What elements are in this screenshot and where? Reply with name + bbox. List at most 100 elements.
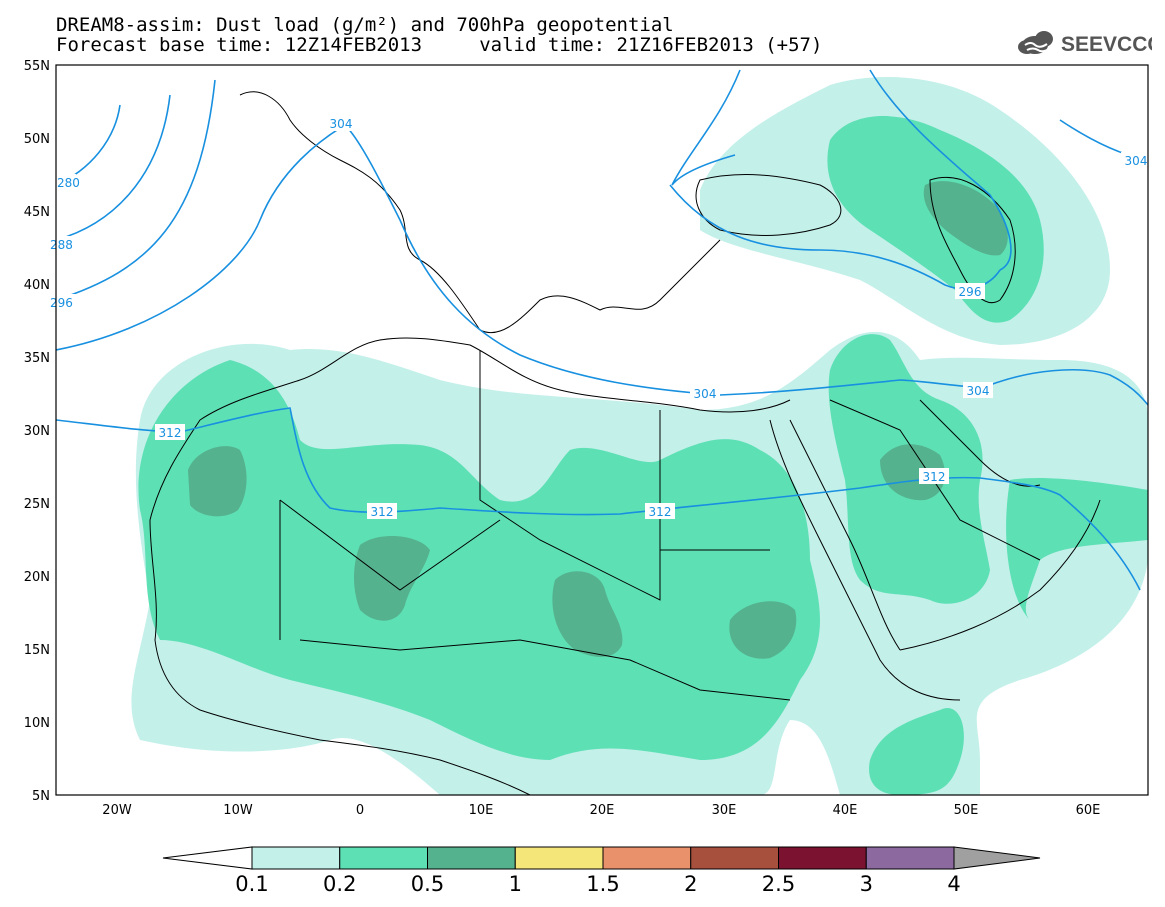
lat-label: 10N	[24, 716, 50, 731]
coastlines	[149, 91, 1101, 795]
dust-area-0-2-gulf	[1006, 478, 1148, 620]
lat-label: 40N	[24, 278, 50, 293]
colorbar: 0.1 0.2 0.5 1 1.5 2 2.5 3 4	[162, 846, 1041, 896]
coastline-red-sea	[769, 419, 961, 701]
lat-label: 45N	[24, 205, 50, 220]
lon-label: 10W	[223, 803, 253, 818]
contour-label: 312	[155, 424, 185, 440]
dust-area-0-5-mali	[354, 535, 430, 621]
svg-text:296: 296	[50, 296, 73, 310]
cloud-icon	[1018, 31, 1053, 54]
svg-text:312: 312	[159, 426, 182, 440]
dust-area-0-2-horn	[869, 708, 964, 795]
colorbar-label: 0.2	[323, 872, 356, 896]
colorbar-label: 4	[947, 872, 960, 896]
colorbar-bin	[514, 846, 604, 870]
lat-label: 30N	[24, 424, 50, 439]
coastline-black-sea	[695, 174, 842, 236]
coastline-africa-west	[149, 519, 531, 795]
lon-label: 10E	[469, 803, 494, 818]
contour-288	[56, 94, 171, 241]
lat-label: 20N	[24, 570, 50, 585]
colorbar-bin	[865, 846, 955, 870]
colorbar-under-triangle	[162, 846, 253, 870]
coastline-africa-north	[149, 337, 791, 521]
map-frame	[55, 64, 1149, 796]
dust-shading	[131, 77, 1148, 795]
dust-area-0-2-sahara	[138, 360, 820, 760]
contour-labels: 304 304 280 288 296 312 312 312 304 296 …	[50, 115, 1151, 519]
contour-label: 304	[690, 385, 720, 401]
svg-text:312: 312	[923, 470, 946, 484]
colorbar-bin	[690, 846, 779, 870]
colorbar-bin	[427, 846, 516, 870]
lon-label: 0	[356, 803, 364, 818]
colorbar-label: 0.1	[235, 872, 268, 896]
dust-area-0-5-sudan	[729, 601, 797, 659]
coastline-caspian	[929, 176, 1016, 304]
lon-label: 20W	[102, 803, 132, 818]
svg-text:288: 288	[50, 238, 73, 252]
contour-label: 280	[56, 174, 80, 190]
svg-text:296: 296	[959, 285, 982, 299]
dust-area-0-5-niger	[552, 571, 623, 657]
contour-label: 288	[50, 236, 80, 252]
svg-text:312: 312	[371, 505, 394, 519]
contour-304-east	[989, 369, 1148, 406]
colorbar-label: 1.5	[586, 872, 619, 896]
contour-label: 296	[50, 294, 76, 310]
border-algeria	[279, 499, 501, 640]
svg-text:304: 304	[1125, 154, 1148, 168]
map-title: DREAM8-assim: Dust load (g/m²) and 700hP…	[56, 14, 674, 36]
coastline-europe	[239, 91, 721, 334]
lat-label: 35N	[24, 351, 50, 366]
contour-label: 312	[367, 503, 397, 519]
contour-304-west	[56, 124, 991, 396]
colorbar-over-triangle	[953, 846, 1041, 870]
coastline-red-sea-east	[789, 419, 901, 651]
lat-label: 50N	[24, 132, 50, 147]
svg-text:280: 280	[57, 176, 80, 190]
colorbar-label: 3	[860, 872, 873, 896]
colorbar-bin	[339, 846, 428, 870]
dust-area-0-5-iraq	[880, 444, 945, 501]
colorbar-label: 1	[509, 872, 522, 896]
lat-label: 5N	[32, 789, 50, 804]
dust-layer-0-5	[188, 181, 1008, 659]
contour-label: 296	[955, 283, 985, 299]
lon-label: 60E	[1076, 803, 1101, 818]
contour-label: 304	[1121, 152, 1151, 168]
lon-axis: 20W 10W 0 10E 20E 30E 40E 50E 60E	[102, 803, 1100, 818]
lon-label: 50E	[954, 803, 979, 818]
lat-label: 25N	[24, 497, 50, 512]
coastline-gulf	[919, 399, 1041, 487]
contour-label: 312	[919, 468, 949, 484]
border-libya	[479, 350, 661, 601]
colorbar-bin	[251, 846, 341, 870]
colorbar-label: 2	[684, 872, 697, 896]
lat-label: 15N	[24, 643, 50, 658]
border-sahel	[299, 639, 791, 701]
lat-label: 55N	[24, 59, 50, 74]
dust-area-0-5-west	[188, 446, 247, 517]
svg-text:312: 312	[649, 505, 672, 519]
contour-296-west	[56, 79, 216, 301]
lon-label: 30E	[712, 803, 737, 818]
forecast-time-line: Forecast base time: 12Z14FEB2013 valid t…	[56, 34, 823, 56]
contour-label: 304	[963, 382, 993, 398]
colorbar-label: 0.5	[411, 872, 444, 896]
lon-label: 20E	[590, 803, 615, 818]
lon-label: 40E	[833, 803, 858, 818]
contour-312	[56, 407, 1141, 591]
seevccc-logo: SEEVCCC	[1018, 31, 1152, 56]
coastline-arabia-south	[899, 499, 1101, 651]
lat-axis: 55N 50N 45N 40N 35N 30N 25N 20N 15N 10N …	[24, 59, 50, 804]
colorbar-bin	[778, 846, 867, 870]
colorbar-bin	[602, 846, 692, 870]
svg-text:304: 304	[694, 387, 717, 401]
logo-text: SEEVCCC	[1061, 33, 1152, 56]
contour-label: 312	[645, 503, 675, 519]
colorbar-label: 2.5	[762, 872, 795, 896]
svg-text:304: 304	[330, 117, 353, 131]
